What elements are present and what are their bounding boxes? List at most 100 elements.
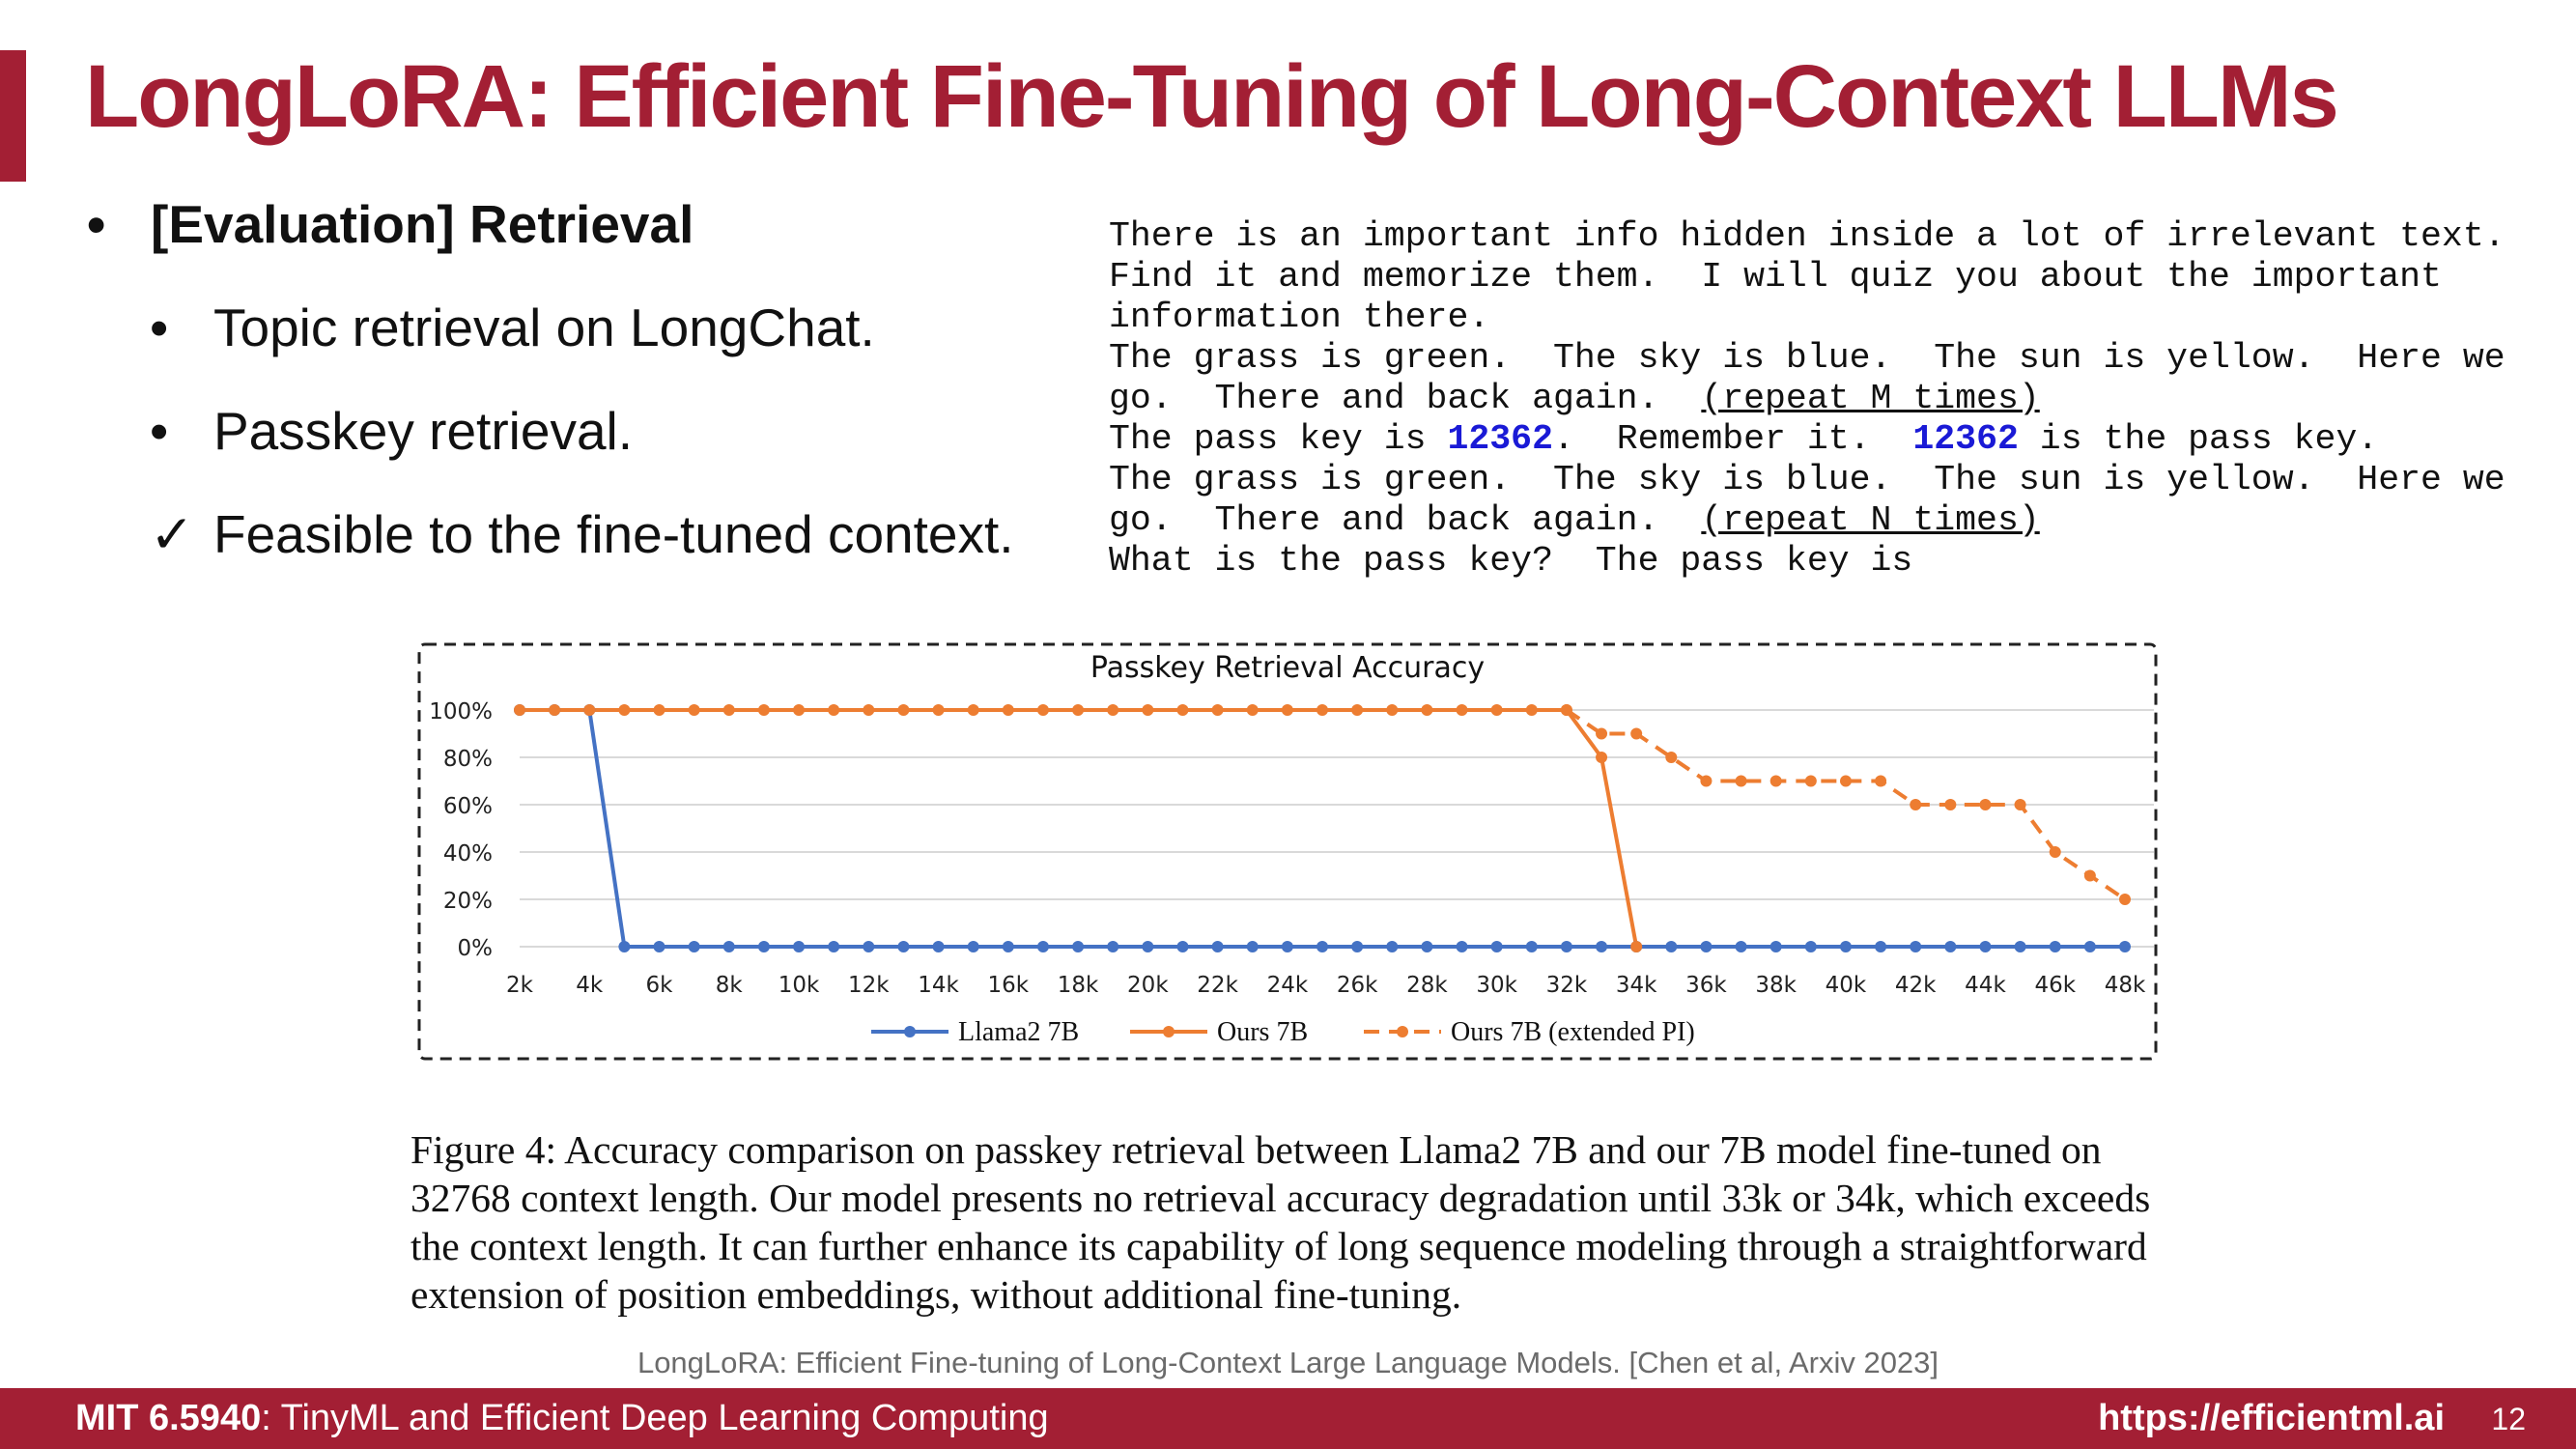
x-tick-label: 48k <box>2105 973 2146 998</box>
data-point <box>1281 941 1293 952</box>
prompt-line: go. There and back again. <box>1109 500 1702 540</box>
x-tick-label: 24k <box>1267 973 1309 998</box>
data-point <box>1107 704 1119 716</box>
data-point <box>1142 704 1154 716</box>
bullet-marker: • <box>150 298 169 357</box>
data-point <box>1944 941 1957 952</box>
data-point <box>1490 941 1503 952</box>
data-point <box>1910 941 1922 952</box>
data-point <box>1107 941 1119 952</box>
repeat-n-note: (repeat N times) <box>1701 500 2040 540</box>
data-point <box>1596 727 1608 740</box>
x-tick-label: 32k <box>1546 973 1588 998</box>
prompt-line: The grass is green. The sky is blue. The… <box>1109 460 2505 499</box>
data-point <box>618 704 631 716</box>
prompt-line: Find it and memorize them. I will quiz y… <box>1109 257 2442 297</box>
x-tick-label: 16k <box>988 973 1030 998</box>
data-point <box>2119 894 2131 905</box>
data-point <box>1525 941 1538 952</box>
data-point <box>1211 941 1224 952</box>
data-point <box>1072 704 1085 716</box>
data-point <box>1596 752 1608 763</box>
legend-marker <box>904 1026 916 1037</box>
data-point <box>688 941 700 952</box>
data-point <box>2049 941 2061 952</box>
x-tick-label: 4k <box>576 973 604 998</box>
data-point <box>967 704 979 716</box>
y-tick-label: 40% <box>443 841 493 867</box>
legend-label: Ours 7B <box>1217 1017 1308 1047</box>
data-point <box>757 941 770 952</box>
x-tick-label: 10k <box>778 973 820 998</box>
x-tick-label: 12k <box>848 973 890 998</box>
data-point <box>1351 941 1364 952</box>
data-point <box>1351 704 1364 716</box>
y-tick-label: 100% <box>429 699 493 724</box>
data-point <box>1560 704 1572 716</box>
x-tick-label: 2k <box>506 973 534 998</box>
data-point <box>1875 941 1887 952</box>
data-point <box>653 704 665 716</box>
data-point <box>1839 941 1852 952</box>
prompt-line: The grass is green. The sky is blue. The… <box>1109 338 2505 378</box>
course-url-link[interactable]: https://efficientml.ai <box>2098 1398 2445 1438</box>
footer-bar: MIT 6.5940: TinyML and Efficient Deep Le… <box>0 1388 2576 1449</box>
data-point <box>688 704 700 716</box>
data-point <box>1630 941 1643 952</box>
data-point <box>1036 704 1049 716</box>
data-point <box>932 941 945 952</box>
y-tick-label: 0% <box>458 936 494 961</box>
data-point <box>1002 704 1014 716</box>
data-point <box>1804 775 1817 787</box>
data-point <box>863 941 875 952</box>
legend-label: Ours 7B (extended PI) <box>1451 1017 1695 1047</box>
data-point <box>1176 941 1189 952</box>
data-point <box>967 941 979 952</box>
data-point <box>1072 941 1085 952</box>
data-point <box>1456 941 1468 952</box>
prompt-line: go. There and back again. <box>1109 379 1702 418</box>
data-point <box>1769 941 1782 952</box>
data-point <box>1142 941 1154 952</box>
sub-bullet-text: Passkey retrieval. <box>213 401 634 461</box>
data-point <box>653 941 665 952</box>
data-point <box>1246 704 1259 716</box>
data-point <box>618 941 631 952</box>
data-point <box>1176 704 1189 716</box>
series-line <box>520 708 2125 949</box>
prompt-line: . Remember it. <box>1553 419 1913 459</box>
data-point <box>1456 704 1468 716</box>
figure-caption: Figure 4: Accuracy comparison on passkey… <box>410 1127 2151 1317</box>
legend-label: Llama2 7B <box>958 1017 1079 1047</box>
data-point <box>2014 799 2026 810</box>
x-tick-label: 8k <box>716 973 744 998</box>
sub-bullet-text: Topic retrieval on LongChat. <box>213 298 875 357</box>
course-code: MIT 6.5940 <box>75 1398 262 1438</box>
data-point <box>2049 846 2061 858</box>
data-point <box>1596 941 1608 952</box>
x-tick-label: 26k <box>1337 973 1378 998</box>
x-tick-label: 18k <box>1058 973 1099 998</box>
main-bullet-text: [Evaluation] Retrieval <box>151 194 694 254</box>
data-point <box>828 941 840 952</box>
data-point <box>1316 704 1328 716</box>
check-mark-icon: ✓ <box>150 504 195 564</box>
y-tick-label: 60% <box>443 794 493 819</box>
x-tick-label: 46k <box>2034 973 2076 998</box>
data-point <box>2014 941 2026 952</box>
prompt-line: What is the pass key? The pass key is <box>1109 541 1913 581</box>
prompt-line: The pass key is <box>1109 419 1448 459</box>
prompt-line: is the pass key. <box>2018 419 2379 459</box>
data-point <box>1036 941 1049 952</box>
x-tick-label: 38k <box>1755 973 1797 998</box>
slide-title: LongLoRA: Efficient Fine-Tuning of Long-… <box>85 47 2339 146</box>
page-number: 12 <box>2491 1402 2526 1436</box>
data-point <box>1735 775 1747 787</box>
series-line <box>520 708 1639 948</box>
data-point <box>2083 869 2096 882</box>
passkey-value: 12362 <box>1447 419 1553 459</box>
data-point <box>1700 775 1713 787</box>
data-point <box>1735 941 1747 952</box>
data-point <box>1979 941 1992 952</box>
repeat-m-note: (repeat M times) <box>1701 379 2040 418</box>
